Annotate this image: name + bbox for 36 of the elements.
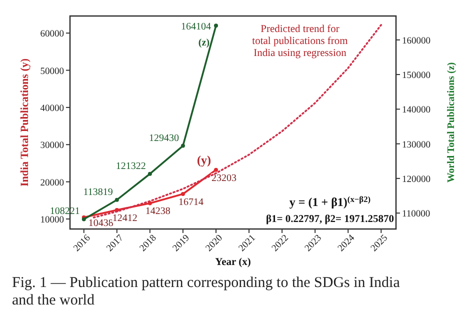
y2-tick-label: 130000 [402,140,431,150]
y2-tick-label: 160000 [402,36,431,46]
y2-tick-label: 110000 [402,210,430,220]
y2-tick-label: 140000 [402,106,431,116]
data-label: 10438 [88,218,114,229]
data-label: 121322 [116,160,146,172]
y2-axis-title: World Total Publications (z) [446,62,457,183]
data-label: 12412 [112,212,138,224]
y2-tick-label: 150000 [402,71,431,82]
data-label: 14238 [145,206,170,218]
x-axis-title: Year (x) [215,257,252,268]
y-tick-label: 30000 [40,141,64,152]
y-tick-label: 40000 [40,104,64,114]
y2-tick-label: 120000 [402,174,431,185]
y-tick-label: 20000 [40,178,64,188]
y-axis-title: India Total Publications (y) [19,58,31,187]
data-label: 23203 [211,172,236,184]
y-tick-label: 10000 [40,215,64,226]
data-label: 16714 [178,197,204,208]
y-tick-label: 60000 [40,30,64,40]
series-label: (y) [196,152,211,167]
point [180,144,185,148]
point [214,168,218,172]
point [114,198,119,202]
y-tick-label: 50000 [40,66,64,77]
data-label: 164104 [180,22,211,33]
data-label: 113819 [83,186,113,198]
point [180,192,185,196]
annotation: β1= 0.22797, β2= 1971.25870 [266,214,394,225]
point [214,24,218,28]
series-label: (z) [198,38,210,49]
caption: Fig. 1 — Publication pattern corresponding to the SDGs in India and the world [12,275,400,308]
annotation: Predicted trend for total publications from India using regression [252,24,348,60]
annotation: y = (1 + β1)$^{(x−β2)}$ [289,194,371,209]
point [148,172,152,176]
data-label: 129430 [148,132,179,144]
